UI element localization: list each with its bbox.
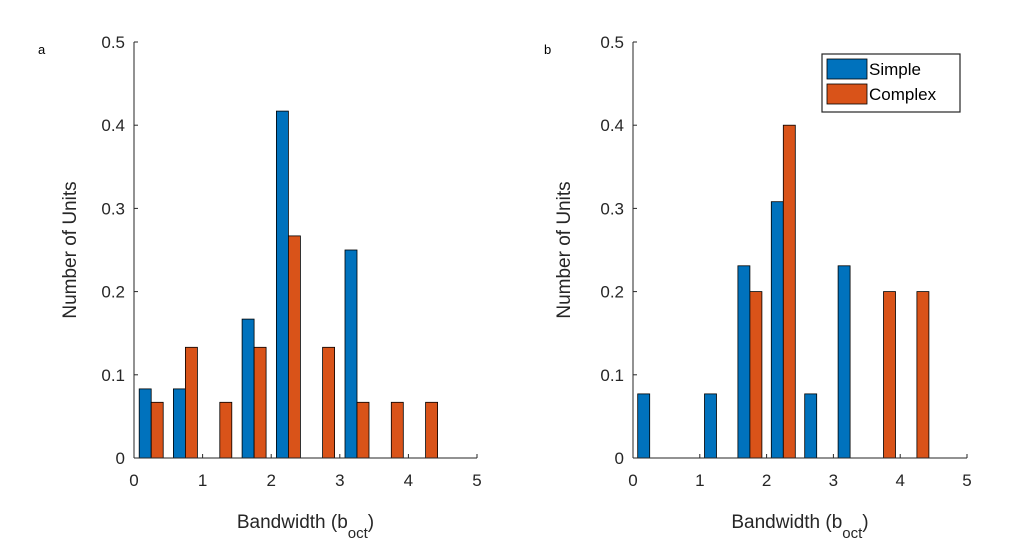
y-axis-title: Number of Units (60, 181, 81, 318)
complex-bar (184, 346, 198, 459)
complex-bar (322, 346, 336, 459)
panel-label: b (544, 42, 551, 57)
x-tick-label: 4 (895, 471, 904, 490)
simple-bar (704, 393, 717, 459)
x-axis-title: Bandwidth (boct) (731, 512, 868, 542)
y-tick-label: 0.5 (600, 33, 624, 52)
panel-label: a (38, 42, 46, 57)
simple-bar (737, 265, 751, 459)
y-tick-label: 0.4 (600, 116, 624, 135)
y-tick-label: 0.5 (101, 33, 125, 52)
complex-bar (253, 346, 267, 459)
y-tick-label: 0 (116, 449, 125, 468)
panel-a: 0 1 2 3 4 5 0 0.1 0.2 0.3 0.4 0.5 Bandwidth (boct) Nu… (38, 33, 482, 542)
legend-label: Complex (869, 85, 937, 104)
complex-bar (916, 291, 930, 459)
x-tick-label: 3 (335, 471, 344, 490)
simple-bar (804, 393, 818, 459)
complex-bar (219, 401, 233, 459)
complex-bar (883, 291, 896, 459)
legend-swatch (826, 83, 868, 105)
simple-bar (837, 265, 851, 459)
x-axis-title: Bandwidth (boct) (237, 512, 374, 542)
simple-bar (172, 388, 186, 459)
simple-bar (275, 110, 289, 459)
complex-bar (782, 124, 796, 459)
complex-bar (150, 401, 164, 459)
x-tick-label: 1 (695, 471, 704, 490)
y-tick-label: 0.1 (600, 366, 624, 385)
complex-bar (356, 401, 370, 459)
x-tick-label: 3 (829, 471, 838, 490)
y-tick-label: 0.3 (101, 199, 125, 218)
y-tick-label: 0.3 (600, 199, 624, 218)
y-tick-label: 0.2 (600, 283, 624, 302)
simple-bar (637, 393, 651, 459)
y-tick-label: 0.2 (101, 283, 125, 302)
y-tick-label: 0.4 (101, 116, 125, 135)
x-tick-label: 0 (628, 471, 637, 490)
y-tick-label: 0 (615, 449, 624, 468)
x-tick-label: 5 (472, 471, 481, 490)
panel-b: 0 1 2 3 4 5 0 0.1 0.2 0.3 0.4 0.5 Bandwidth (boct) Nu… (544, 33, 972, 542)
x-tick-label: 2 (266, 471, 275, 490)
legend-swatch (826, 58, 868, 80)
simple-bar (241, 318, 255, 459)
x-tick-label: 2 (762, 471, 771, 490)
simple-bar (138, 388, 152, 459)
x-tick-label: 0 (129, 471, 138, 490)
legend-label: Simple (869, 60, 921, 79)
complex-bar (287, 235, 301, 459)
y-axis-title: Number of Units (554, 181, 575, 318)
x-tick-label: 4 (404, 471, 413, 490)
y-tick-label: 0.1 (101, 366, 125, 385)
x-tick-label: 5 (962, 471, 971, 490)
simple-bar (344, 249, 358, 459)
complex-bar (749, 291, 763, 459)
simple-bar (770, 201, 784, 459)
x-tick-label: 1 (198, 471, 207, 490)
complex-bar (390, 401, 404, 459)
complex-bar (425, 401, 439, 459)
legend: Simple Complex (821, 53, 961, 113)
